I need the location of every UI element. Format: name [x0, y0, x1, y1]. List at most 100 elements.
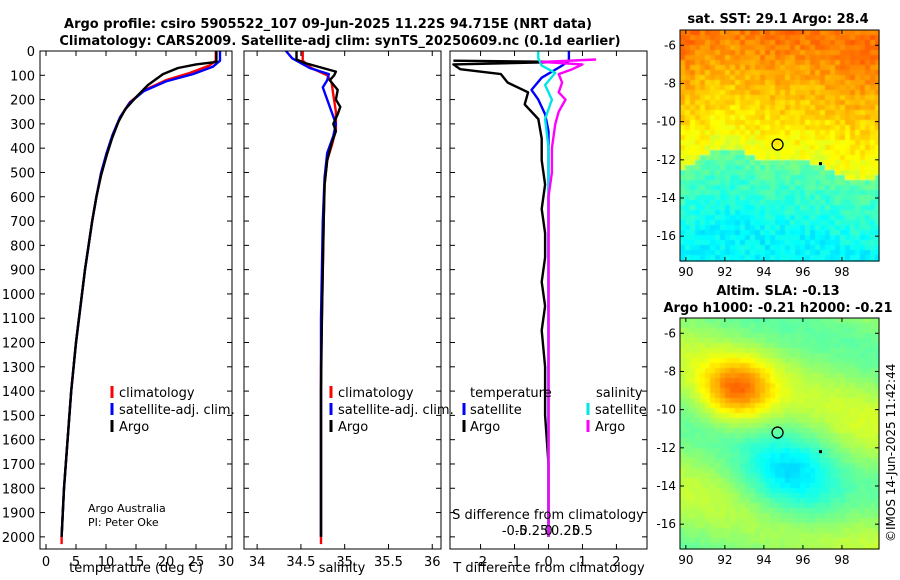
- map-cell: [685, 463, 691, 469]
- map-cell: [870, 135, 876, 141]
- map-cell: [775, 373, 781, 379]
- map-cell: [815, 220, 821, 226]
- map-cell: [765, 543, 771, 549]
- x-tick-label: 98: [834, 553, 849, 567]
- map-cell: [750, 205, 756, 211]
- map-cell: [740, 145, 746, 151]
- map-cell: [780, 210, 786, 216]
- map-cell: [725, 378, 731, 384]
- y-tick-label: 200: [10, 94, 35, 109]
- map-cell: [805, 110, 811, 116]
- map-cell: [685, 473, 691, 479]
- map-cell: [695, 110, 701, 116]
- map-cell: [875, 205, 880, 211]
- map-cell: [825, 40, 831, 46]
- map-cell: [805, 438, 811, 444]
- map-cell: [865, 80, 871, 86]
- map-cell: [810, 255, 816, 261]
- map-cell: [705, 513, 711, 519]
- map-cell: [860, 50, 866, 56]
- map-cell: [720, 358, 726, 364]
- difference-xlabel-top: S difference from climatology: [452, 508, 644, 523]
- map-cell: [850, 373, 856, 379]
- map-cell: [715, 443, 721, 449]
- map-cell: [680, 513, 686, 519]
- map-cell: [725, 75, 731, 81]
- map-cell: [845, 408, 851, 414]
- map-cell: [860, 170, 866, 176]
- map-cell: [805, 408, 811, 414]
- map-cell: [745, 60, 751, 66]
- map-cell: [870, 200, 876, 206]
- map-cell: [835, 518, 841, 524]
- map-cell: [845, 225, 851, 231]
- map-cell: [815, 150, 821, 156]
- map-cell: [825, 473, 831, 479]
- map-cell: [720, 205, 726, 211]
- map-cell: [800, 120, 806, 126]
- map-cell: [840, 130, 846, 136]
- map-cell: [740, 190, 746, 196]
- map-cell: [755, 75, 761, 81]
- map-cell: [860, 75, 866, 81]
- map-cell: [800, 503, 806, 509]
- map-cell: [805, 185, 811, 191]
- map-cell: [750, 388, 756, 394]
- map-cell: [795, 250, 801, 256]
- map-cell: [800, 140, 806, 146]
- map-cell: [680, 318, 686, 324]
- map-cell: [725, 65, 731, 71]
- map-cell: [855, 205, 861, 211]
- map-cell: [830, 363, 836, 369]
- map-cell: [755, 398, 761, 404]
- map-cell: [680, 240, 686, 246]
- map-cell: [815, 533, 821, 539]
- map-cell: [715, 70, 721, 76]
- map-cell: [705, 333, 711, 339]
- map-cell: [855, 40, 861, 46]
- map-cell: [695, 125, 701, 131]
- map-cell: [775, 145, 781, 151]
- map-cell: [705, 438, 711, 444]
- map-cell: [775, 215, 781, 221]
- map-cell: [730, 343, 736, 349]
- map-cell: [825, 318, 831, 324]
- map-cell: [860, 353, 866, 359]
- map-cell: [690, 413, 696, 419]
- map-cell: [775, 245, 781, 251]
- map-cell: [695, 403, 701, 409]
- map-cell: [755, 100, 761, 106]
- map-cell: [805, 453, 811, 459]
- map-cell: [795, 398, 801, 404]
- y-tick-label: 2000: [2, 531, 35, 546]
- map-cell: [760, 90, 766, 96]
- map-cell: [820, 448, 826, 454]
- map-cell: [735, 413, 741, 419]
- map-cell: [810, 518, 816, 524]
- map-cell: [870, 343, 876, 349]
- map-cell: [865, 65, 871, 71]
- map-cell: [760, 95, 766, 101]
- map-cell: [850, 200, 856, 206]
- map-cell: [715, 250, 721, 256]
- map-cell: [735, 100, 741, 106]
- difference-xlabel: T difference from climatology: [452, 561, 645, 576]
- map-cell: [845, 478, 851, 484]
- map-cell: [755, 55, 761, 61]
- map-cell: [740, 403, 746, 409]
- map-cell: [805, 428, 811, 434]
- map-cell: [800, 80, 806, 86]
- map-cell: [740, 383, 746, 389]
- map-cell: [720, 190, 726, 196]
- map-cell: [865, 205, 871, 211]
- map-cell: [740, 333, 746, 339]
- map-cell: [775, 105, 781, 111]
- map-cell: [810, 428, 816, 434]
- map-cell: [680, 250, 686, 256]
- map-cell: [705, 190, 711, 196]
- map-cell: [815, 165, 821, 171]
- map-cell: [750, 175, 756, 181]
- map-cell: [685, 418, 691, 424]
- map-cell: [830, 125, 836, 131]
- map-cell: [840, 235, 846, 241]
